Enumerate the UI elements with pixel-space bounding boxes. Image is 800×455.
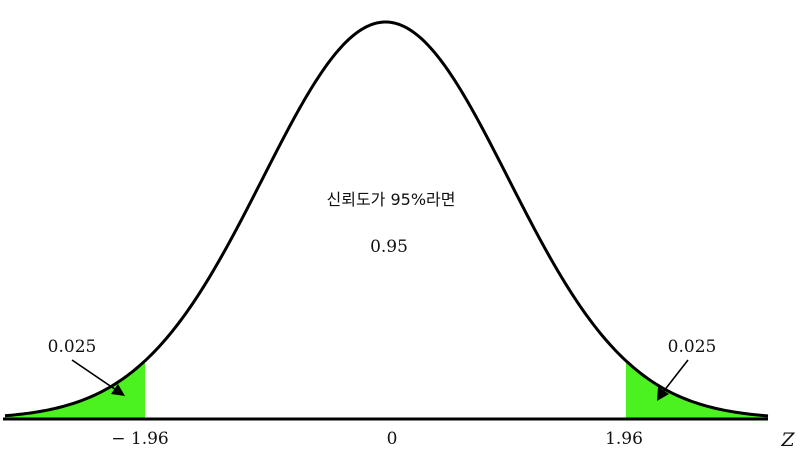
- normal-curve: [4, 20, 769, 418]
- left-tail-area-label: 0.025: [48, 337, 97, 357]
- z-axis-label: Z: [780, 429, 795, 451]
- right-area-arrowhead: [657, 387, 669, 401]
- left-shaded-tail: [5, 360, 145, 419]
- tick-label-0: 0: [387, 429, 398, 449]
- right-tail-area-label: 0.025: [668, 337, 717, 357]
- tick-label-neg-1-96: − 1.96: [111, 429, 169, 449]
- left-area-arrow: [71, 359, 123, 395]
- tick-label-1-96: 1.96: [605, 429, 643, 449]
- right-area-arrow: [659, 359, 689, 397]
- confidence-annotation: 신뢰도가 95%라면: [327, 190, 456, 209]
- center-area-label: 0.95: [370, 237, 408, 257]
- right-shaded-tail: [626, 360, 768, 419]
- left-area-arrowhead: [111, 384, 125, 396]
- shaded-tails: [5, 360, 768, 419]
